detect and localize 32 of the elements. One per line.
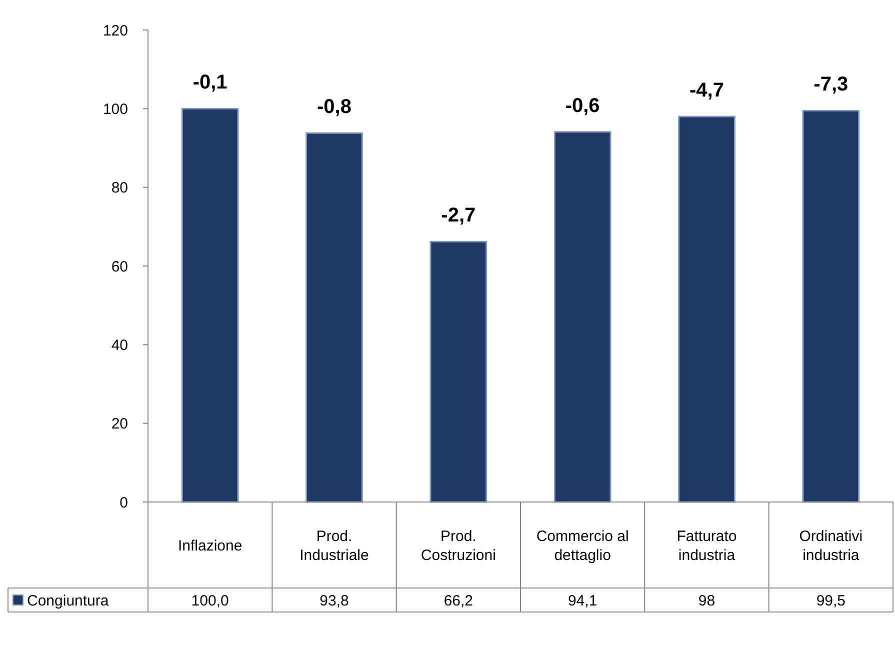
x-tick-label: Ordinativi industria	[799, 528, 863, 564]
annotation: -0,1	[192, 72, 228, 94]
bar	[678, 116, 736, 503]
y-tick-label: 0	[120, 494, 128, 512]
bar	[430, 240, 488, 503]
bar	[554, 131, 612, 503]
data-label: 98	[698, 592, 716, 610]
annotation: -0,6	[565, 94, 600, 117]
bar	[802, 110, 860, 503]
y-tick-label: 80	[111, 180, 128, 197]
x-tick-label: Fatturato industria	[676, 528, 737, 564]
x-tick-label: Inflazione	[178, 537, 242, 554]
bar	[306, 132, 363, 503]
y-tick-label: 60	[111, 258, 128, 276]
data-label: 66,2	[444, 592, 474, 610]
y-tick-label: 40	[111, 336, 128, 354]
x-tick-label: Prod. Costruzioni	[420, 528, 496, 564]
annotation: -4,7	[690, 80, 724, 102]
x-tick-label: Prod. Industriale	[300, 528, 369, 564]
data-label: 94,1	[568, 592, 598, 610]
legend-label: Congiuntura	[27, 592, 110, 610]
x-tick-label: Commercio al dettaglio	[536, 528, 629, 564]
data-label: 93,8	[320, 592, 349, 610]
bar	[181, 108, 239, 503]
y-tick-label: 20	[111, 416, 128, 433]
data-label: 100,0	[191, 592, 229, 610]
y-tick-label: 100	[102, 100, 128, 118]
annotation: -2,7	[441, 204, 476, 227]
y-tick-label: 120	[102, 22, 128, 40]
data-label: 99,5	[816, 592, 846, 610]
annotation: -7,3	[814, 74, 848, 96]
annotation: -0,8	[317, 96, 352, 118]
